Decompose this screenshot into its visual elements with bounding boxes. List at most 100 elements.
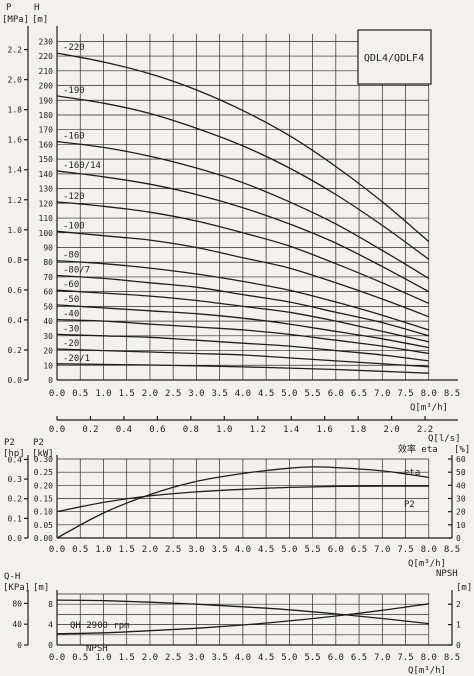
head-curve <box>56 230 430 318</box>
npsh-tick-label: 2 <box>456 600 461 609</box>
head-curve <box>56 318 429 355</box>
x-tick-label: 7.0 <box>374 653 390 663</box>
curve-label: -20/1 <box>63 354 90 364</box>
x-tick-label: 7.5 <box>397 389 413 399</box>
kw-tick-label: 0.05 <box>34 521 53 530</box>
p-tick-label: 0.2 <box>8 346 23 355</box>
h-tick-label: 150 <box>39 155 54 164</box>
p-tick-label: 0.4 <box>8 316 23 325</box>
qh-npsh-panel: 0.0 0.5 1.0 1.5 2.0 2.5 3.0 3.5 4.0 4.5 5.0 5.5 6.0 6… <box>12 590 461 663</box>
p-tick-label: 0.6 <box>8 286 23 295</box>
h-axis-unit: [m] <box>32 15 48 25</box>
x-tick-label: 1.0 <box>95 545 111 555</box>
hp-tick-label: 0.2 <box>8 495 23 504</box>
p-tick-label: 1.4 <box>8 166 23 175</box>
h-tick-label: 30 <box>43 332 53 341</box>
npsh-tick-label: 1 <box>456 621 461 630</box>
m-tick-label: 8 <box>48 600 53 609</box>
p2-curve <box>56 485 429 513</box>
head-curve <box>56 333 429 362</box>
h-tick-label: 220 <box>39 52 54 61</box>
x-tick-label: 2.0 <box>142 389 158 399</box>
x-tick-label: 5.0 <box>281 653 297 663</box>
x-tick-label: 8.0 <box>421 545 437 555</box>
q-ls-tick-label: 2.2 <box>417 425 433 435</box>
kw-tick-label: 0.25 <box>34 468 53 477</box>
q-ls-tick-label: 1.8 <box>350 425 366 435</box>
p-tick-label: 1.2 <box>8 196 23 205</box>
curve-label: -80 <box>63 251 79 261</box>
x-tick-label: 0.5 <box>72 653 88 663</box>
q-ls-tick-label: 0.8 <box>183 425 199 435</box>
x-tick-label: 0.0 <box>49 653 65 663</box>
x-tick-label: 1.5 <box>119 545 135 555</box>
q-ls-label: Q[l/s] <box>428 434 461 444</box>
head-curve <box>56 170 430 293</box>
head-curve <box>56 289 429 343</box>
x-tick-label: 6.0 <box>328 545 344 555</box>
h-tick-label: 40 <box>43 317 53 326</box>
h-tick-label: 200 <box>39 82 54 91</box>
x-tick-label: 8.5 <box>444 545 460 555</box>
q-ls-tick-label: 1.4 <box>283 425 299 435</box>
x-tick-label: 2.0 <box>142 545 158 555</box>
npsh-axis-unit: [m] <box>456 583 472 593</box>
h-axis-label: H <box>34 3 39 13</box>
x-tick-label: 7.0 <box>374 545 390 555</box>
curve-label: -160/14 <box>63 161 101 171</box>
p-axis-unit: [MPa] <box>2 15 29 25</box>
kw-tick-label: 0.00 <box>34 534 53 543</box>
head-curve <box>56 95 430 260</box>
p-axis-label: P <box>6 3 12 13</box>
curve-label: -20 <box>63 339 79 349</box>
p-tick-label: 2.0 <box>8 76 23 85</box>
p2-kw-unit: [kW] <box>32 449 54 459</box>
p2-hp-label: P2 <box>4 438 15 448</box>
p2-curve-label: P2 <box>404 500 415 510</box>
curve-label: -190 <box>63 86 85 96</box>
p-tick-label: 0.0 <box>8 376 23 385</box>
x-tick-label: 3.0 <box>188 389 204 399</box>
x-tick-label: 5.5 <box>304 545 320 555</box>
h-tick-label: 210 <box>39 67 54 76</box>
kw-tick-label: 0.20 <box>34 481 53 490</box>
h-tick-label: 90 <box>43 243 53 252</box>
curve-label: -50 <box>63 295 79 305</box>
h-tick-label: 190 <box>39 96 54 105</box>
head-curve <box>56 274 429 337</box>
qh-axis-unit: [KPa] <box>3 583 30 593</box>
x-tick-label: 3.0 <box>188 545 204 555</box>
kw-tick-label: 0.10 <box>34 508 53 517</box>
q-ls-tick-label: 0.2 <box>82 425 98 435</box>
x-tick-label: 8.5 <box>444 653 460 663</box>
x-tick-label: 1.0 <box>95 389 111 399</box>
curve-label: -60 <box>63 280 79 290</box>
x-tick-label: 1.5 <box>119 389 135 399</box>
eta-tick-label: 20 <box>456 508 466 517</box>
head-curve <box>56 260 429 331</box>
qh-curve <box>56 599 429 625</box>
x-tick-label: 2.5 <box>165 389 181 399</box>
head-curve <box>56 140 430 279</box>
curve-label: -160 <box>63 131 85 141</box>
x-tick-label: 3.5 <box>212 653 228 663</box>
eta-tick-label: 40 <box>456 481 466 490</box>
head-capacity-panel: 0.0 0.5 1.0 1.5 2.0 2.5 3.0 3.5 4.0 4.5 5.0 5.5 6.0 6… <box>8 26 460 435</box>
p-tick-label: 1.8 <box>8 106 23 115</box>
x-tick-label: 7.5 <box>397 653 413 663</box>
head-curve <box>56 348 429 368</box>
m-axis-unit: [m] <box>33 583 49 593</box>
eta-tick-label: 0 <box>456 534 461 543</box>
model-label: QDL4/QDLF4 <box>364 53 424 64</box>
eta-tick-label: 30 <box>456 495 466 504</box>
x-tick-label: 4.0 <box>235 653 251 663</box>
kpa-tick-label: 40 <box>12 620 22 629</box>
x-tick-label: 2.5 <box>165 653 181 663</box>
q-ls-tick-label: 0.6 <box>149 425 165 435</box>
h-tick-label: 120 <box>39 199 54 208</box>
h-tick-label: 140 <box>39 170 54 179</box>
eta-curve <box>56 466 429 539</box>
x-tick-label: 5.5 <box>304 389 320 399</box>
p-tick-label: 0.8 <box>8 256 23 265</box>
